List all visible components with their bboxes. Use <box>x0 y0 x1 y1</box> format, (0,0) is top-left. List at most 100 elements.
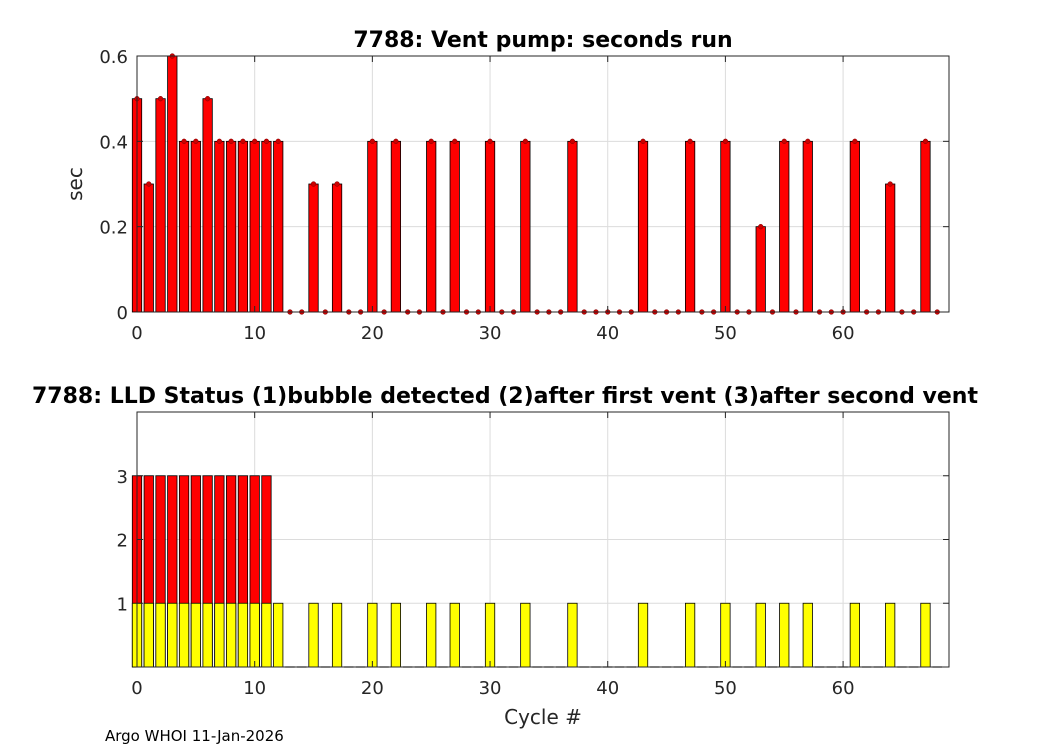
bar-top-marker <box>369 138 376 144</box>
bar-top-marker <box>569 138 576 144</box>
bar-top-marker <box>181 138 187 144</box>
bar <box>155 602 166 668</box>
bar-top-marker <box>805 138 811 144</box>
bar <box>684 140 696 313</box>
x-tick-label: 30 <box>479 323 502 344</box>
bar <box>885 183 896 313</box>
bar-top-marker <box>204 96 211 102</box>
bar-top-marker <box>852 138 858 144</box>
bar <box>367 602 378 668</box>
bar <box>567 602 578 668</box>
y-tick-label: 3 <box>117 467 128 488</box>
bar <box>802 602 813 668</box>
bar <box>779 602 790 668</box>
bar <box>178 140 190 313</box>
bar-top-marker <box>334 181 340 187</box>
y-tick-label: 0 <box>117 303 128 324</box>
bar <box>249 602 260 668</box>
bar <box>779 140 790 313</box>
bar <box>755 602 766 668</box>
x-tick-label: 60 <box>832 323 855 344</box>
y-tick-label: 0.4 <box>99 132 128 153</box>
x-tick-label: 40 <box>596 323 619 344</box>
bar-top-marker <box>216 138 223 144</box>
x-tick-label: 10 <box>243 678 266 699</box>
bar-top-marker <box>393 138 399 144</box>
x-tick-label: 50 <box>714 678 737 699</box>
bar <box>720 140 731 313</box>
y-tick-label: 0.2 <box>99 218 128 239</box>
bar <box>331 602 343 668</box>
bar <box>143 602 154 668</box>
bar <box>684 602 696 668</box>
bar <box>308 602 319 668</box>
bar <box>331 183 343 313</box>
bar-top-marker <box>275 138 281 144</box>
bar-top-marker <box>887 181 893 187</box>
bar <box>449 602 460 668</box>
x-tick-label: 30 <box>479 678 502 699</box>
y-axis-label: sec <box>63 167 87 201</box>
bar-top-marker <box>487 138 493 144</box>
bar-top-marker <box>263 138 270 144</box>
bar <box>261 140 272 313</box>
bar <box>520 602 531 668</box>
bar-top-marker <box>310 181 317 187</box>
bar-top-marker <box>758 224 764 230</box>
bar <box>849 140 860 313</box>
bar <box>390 602 402 668</box>
bar <box>849 602 860 668</box>
bar-top-marker <box>687 138 693 144</box>
bar <box>190 140 201 313</box>
y-tick-label: 1 <box>117 594 128 615</box>
bar-top-marker <box>146 181 152 187</box>
x-tick-label: 0 <box>131 678 142 699</box>
bar <box>226 602 237 668</box>
bar <box>273 602 284 668</box>
x-tick-label: 40 <box>596 678 619 699</box>
bar <box>637 140 649 313</box>
bar <box>720 602 731 668</box>
bar <box>202 602 213 668</box>
bar <box>920 602 931 668</box>
lld-status-chart: 0 10 20 30 40 50 60 1 2 3 7788: LLD Status (1)bubb… <box>32 384 978 729</box>
bar <box>226 140 237 313</box>
bar <box>484 602 496 668</box>
bar-top-marker <box>428 138 434 144</box>
vent-pump-chart: 0 10 20 30 40 50 60 0 0.2 0.4 0.6 7788: Vent pump: … <box>63 28 950 344</box>
bar <box>567 140 578 313</box>
bar <box>885 602 896 668</box>
x-tick-label: 20 <box>361 323 384 344</box>
bar <box>249 140 260 313</box>
x-tick-label: 20 <box>361 678 384 699</box>
bar-top-marker <box>193 138 199 144</box>
x-tick-label: 10 <box>243 323 266 344</box>
footer-credit: Argo WHOI 11-Jan-2026 <box>105 727 284 745</box>
bar <box>426 140 437 313</box>
bar-top-marker <box>640 138 646 144</box>
bar <box>237 140 249 313</box>
bar <box>214 602 225 668</box>
bar <box>143 183 154 313</box>
bar-top-marker <box>922 138 929 144</box>
bar-top-marker <box>722 138 729 144</box>
bar <box>190 602 201 668</box>
bar <box>367 140 378 313</box>
bar <box>390 140 402 313</box>
bar <box>484 140 496 313</box>
bar <box>755 226 766 313</box>
axes-box <box>136 55 950 313</box>
bar-top-marker <box>522 138 528 144</box>
bar <box>520 140 531 313</box>
bar <box>637 602 649 668</box>
bar <box>155 98 166 313</box>
x-axis-label: Cycle # <box>504 705 582 729</box>
bar-top-marker <box>781 138 787 144</box>
bar <box>167 55 178 313</box>
chart-title: 7788: LLD Status (1)bubble detected (2)a… <box>32 384 978 409</box>
bar-top-marker <box>157 96 164 102</box>
bar-top-marker <box>240 138 246 144</box>
chart-title: 7788: Vent pump: seconds run <box>353 28 732 53</box>
y-tick-label: 2 <box>117 531 128 552</box>
